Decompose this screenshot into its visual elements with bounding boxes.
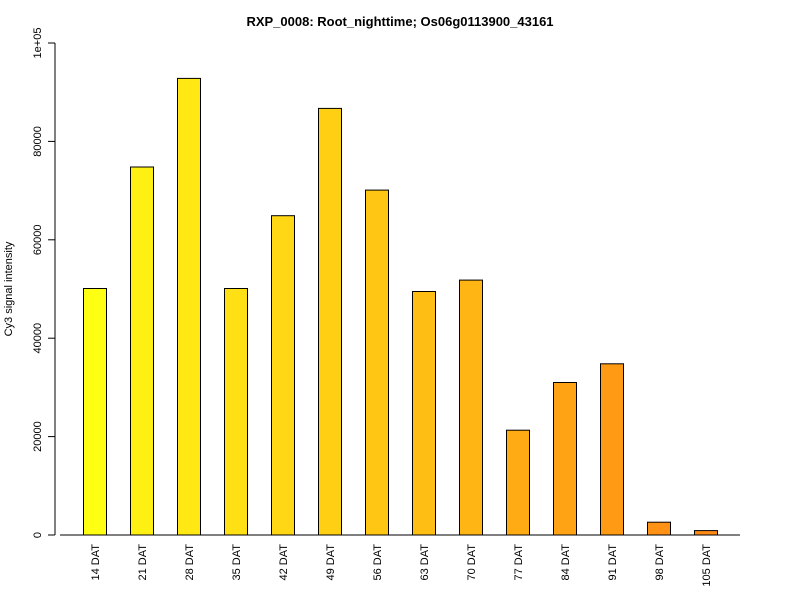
- x-tick-label: 21 DAT: [137, 544, 149, 581]
- y-tick-label: 80000: [32, 126, 44, 157]
- x-tick-label: 35 DAT: [231, 544, 243, 581]
- bar-49-dat: [318, 107, 342, 536]
- x-tick-label: 77 DAT: [513, 544, 525, 581]
- y-tick-label: 40000: [32, 323, 44, 354]
- y-tick-label: 0: [32, 532, 44, 538]
- bar-91-dat: [600, 363, 624, 536]
- bar-84-dat: [553, 382, 577, 536]
- bar-42-dat: [271, 215, 295, 536]
- bar-35-dat: [224, 288, 248, 536]
- x-tick-label: 63 DAT: [419, 544, 431, 581]
- y-axis-label: Cy3 signal intensity: [3, 241, 15, 336]
- x-tick-label: 84 DAT: [560, 544, 572, 581]
- bar-77-dat: [506, 429, 530, 536]
- x-tick-label: 98 DAT: [654, 544, 666, 581]
- y-tick-label: 20000: [32, 421, 44, 452]
- x-tick-label: 105 DAT: [701, 544, 713, 587]
- bar-56-dat: [365, 189, 389, 536]
- bar-105-dat: [694, 530, 718, 536]
- x-tick-label: 91 DAT: [607, 544, 619, 581]
- bar-28-dat: [177, 77, 201, 536]
- x-tick-label: 70 DAT: [466, 544, 478, 581]
- chart-title: RXP_0008: Root_nighttime; Os06g0113900_4…: [246, 14, 553, 29]
- bar-14-dat: [83, 288, 107, 536]
- x-tick-label: 42 DAT: [278, 544, 290, 581]
- x-tick-label: 49 DAT: [325, 544, 337, 581]
- x-tick-label: 56 DAT: [372, 544, 384, 581]
- x-tick-label: 14 DAT: [90, 544, 102, 581]
- y-tick-label: 60000: [32, 225, 44, 256]
- bar-21-dat: [130, 166, 154, 536]
- x-tick-label: 28 DAT: [184, 544, 196, 581]
- x-tick-labels: 14 DAT 21 DAT 28 DAT 35 DAT 42 DAT 49 DAT 56 D…: [90, 544, 713, 587]
- y-tick-label: 1e+05: [32, 28, 44, 59]
- y-ticks: 0 20000 40000 60000 80000 1e+05: [32, 28, 55, 538]
- bar-63-dat: [412, 291, 436, 536]
- bar-98-dat: [647, 521, 671, 536]
- bar-70-dat: [459, 279, 483, 536]
- bars-group: [83, 77, 718, 536]
